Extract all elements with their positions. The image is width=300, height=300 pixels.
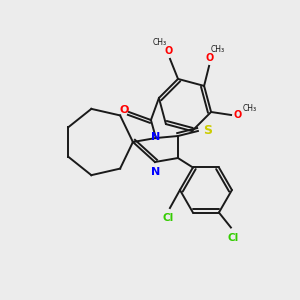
Text: N: N xyxy=(151,132,160,142)
Text: O: O xyxy=(233,110,241,120)
Text: CH₃: CH₃ xyxy=(153,38,167,47)
Text: O: O xyxy=(206,53,214,63)
Text: S: S xyxy=(203,124,212,136)
Text: CH₃: CH₃ xyxy=(211,45,225,54)
Text: N: N xyxy=(151,167,160,177)
Text: CH₃: CH₃ xyxy=(243,104,257,113)
Text: O: O xyxy=(165,46,173,56)
Text: Cl: Cl xyxy=(162,213,173,223)
Text: O: O xyxy=(119,105,129,115)
Text: Cl: Cl xyxy=(227,232,239,242)
